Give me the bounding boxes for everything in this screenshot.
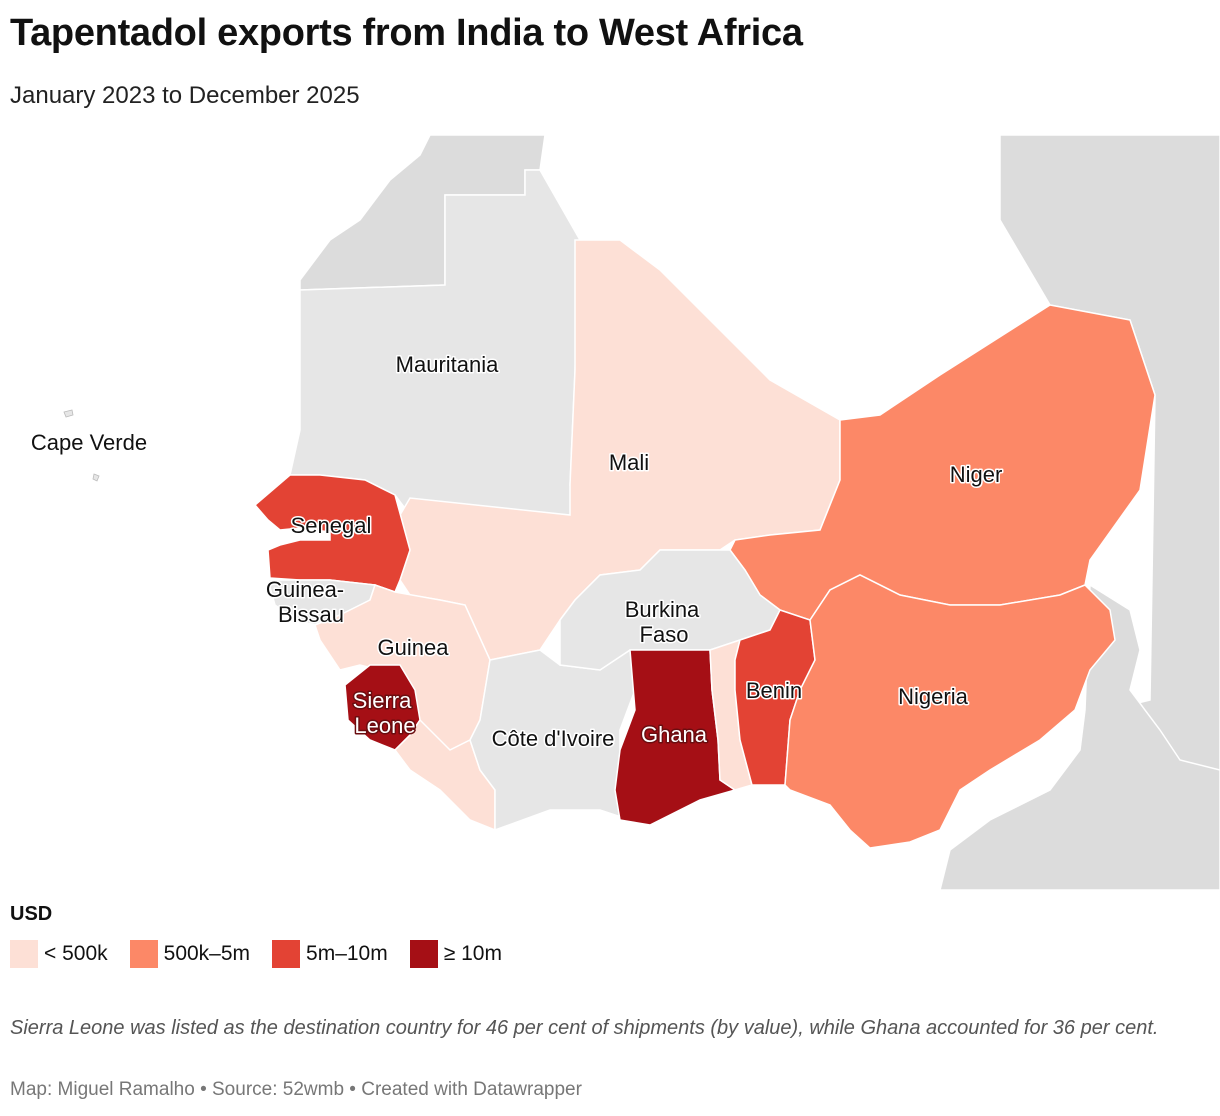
chart-title: Tapentadol exports from India to West Af… (10, 12, 803, 54)
label-ghana: Ghana (641, 722, 708, 747)
label-burkina-faso-line2: Faso (640, 622, 689, 647)
label-guinea-bissau-line1: Guinea- (266, 577, 344, 602)
label-mali: Mali (609, 450, 649, 475)
legend-swatch-3 (272, 940, 301, 968)
legend-label-1: < 500k (44, 942, 108, 965)
legend-label-3: 5m–10m (306, 942, 388, 965)
legend-item-2: 500k–5m (129, 940, 251, 968)
legend-title: USD (10, 903, 53, 925)
label-burkina-faso-line1: Burkina (625, 597, 700, 622)
legend-item-1: < 500k (10, 940, 108, 968)
label-cote-divoire: Côte d'Ivoire (492, 726, 615, 751)
label-mauritania: Mauritania (396, 352, 499, 377)
chart-subtitle: January 2023 to December 2025 (10, 82, 360, 109)
label-nigeria: Nigeria (898, 684, 968, 709)
legend-label-2: 500k–5m (163, 942, 251, 965)
legend-swatch-4 (409, 940, 438, 968)
legend-item-3: 5m–10m (272, 940, 388, 968)
footnote: Sierra Leone was listed as the destinati… (10, 1017, 1159, 1039)
legend-swatch-2 (129, 940, 158, 968)
legend-swatch-1 (10, 940, 38, 968)
legend-item-4: ≥ 10m (409, 940, 502, 968)
label-cape-verde: Cape Verde (31, 430, 147, 455)
label-niger: Niger (950, 462, 1003, 487)
label-sierra-leone-line1: Sierra (353, 688, 412, 713)
label-guinea-bissau-line2: Bissau (278, 602, 344, 627)
label-sierra-leone-line2: Leone (354, 713, 415, 738)
label-guinea: Guinea (378, 635, 450, 660)
legend: < 500k 500k–5m 5m–10m ≥ 10m (10, 940, 524, 968)
label-benin: Benin (746, 678, 802, 703)
cape-verde-islands[interactable] (63, 409, 100, 482)
choropleth-map: Mauritania Cape Verde Mali Niger Senegal… (29, 134, 1220, 890)
byline: Map: Miguel Ramalho • Source: 52wmb • Cr… (10, 1079, 582, 1100)
central-africa-land (939, 583, 1220, 890)
country-burkina-faso[interactable] (559, 549, 781, 671)
label-senegal: Senegal (291, 513, 372, 538)
country-nigeria[interactable] (784, 574, 1116, 849)
legend-label-4: ≥ 10m (443, 942, 502, 965)
